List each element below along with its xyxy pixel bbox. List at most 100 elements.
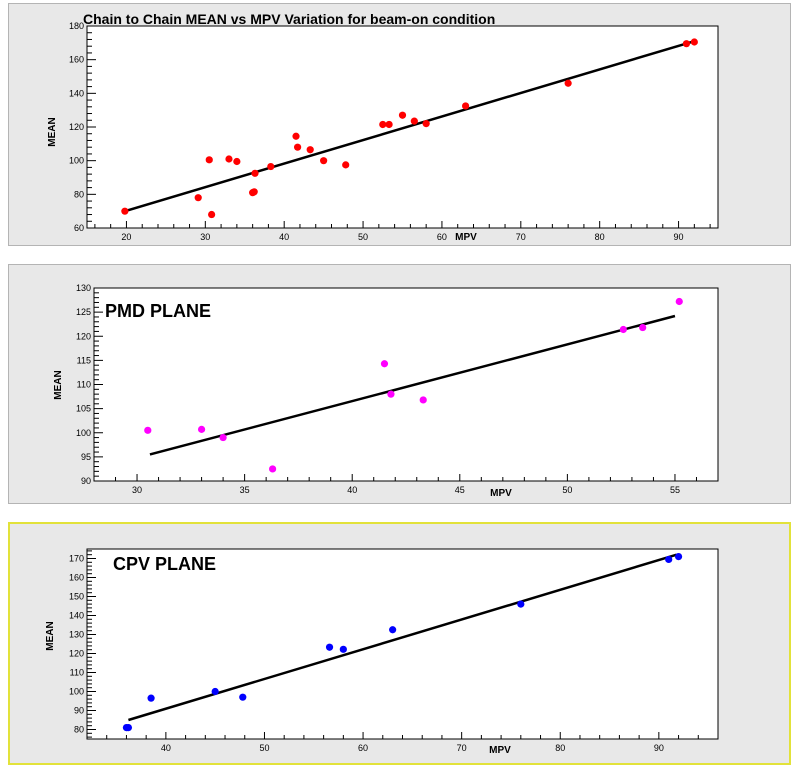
plane-label: CPV PLANE [113, 554, 216, 574]
x-tick-label: 60 [437, 232, 447, 242]
data-point [639, 323, 647, 332]
y-tick-label: 115 [77, 355, 91, 365]
chart-cpv-plane: 40 50 60 70 80 90 80 90 100 110 120 130 140 150 160 170… [45, 548, 719, 756]
y-tick-label: 100 [76, 428, 91, 438]
x-axis-label: MPV [489, 745, 511, 756]
data-point [267, 162, 275, 171]
data-point [517, 600, 525, 608]
y-tick-label: 80 [74, 189, 84, 199]
data-point [219, 433, 227, 442]
fit-line [128, 553, 677, 722]
y-tick-label: 105 [76, 404, 91, 414]
data-point [251, 169, 259, 177]
data-point [194, 194, 202, 202]
x-tick-label: 50 [562, 485, 572, 495]
data-point [292, 132, 300, 140]
x-tick-label: 80 [555, 743, 565, 753]
x-tick-label: 30 [132, 485, 142, 495]
data-point [147, 694, 155, 702]
data-point [398, 111, 407, 119]
y-tick-label: 130 [69, 630, 84, 640]
data-point [422, 120, 430, 128]
data-point [462, 102, 470, 110]
y-tick-label: 160 [69, 573, 84, 583]
data-point [250, 188, 258, 196]
data-point [124, 724, 133, 732]
y-tick-label: 110 [70, 668, 84, 678]
x-tick-label: 40 [161, 743, 171, 753]
data-point [682, 40, 691, 48]
y-tick-label: 100 [69, 687, 84, 697]
data-point [306, 146, 314, 154]
data-point [233, 157, 241, 166]
y-tick-label: 140 [69, 88, 84, 98]
x-axis-label: MPV [455, 232, 477, 243]
plane-label: PMD PLANE [105, 301, 211, 321]
data-point [379, 120, 387, 129]
data-point [690, 38, 698, 46]
y-tick-label: 95 [81, 452, 91, 462]
y-tick-label: 160 [69, 55, 84, 65]
data-point [410, 117, 418, 125]
data-point [389, 626, 397, 634]
data-point [208, 210, 216, 219]
data-point [665, 555, 673, 564]
panel-pmd-plane[interactable]: 30 35 40 45 50 55 90 95 100 105 110 115 120 125 130 MPV… [8, 264, 791, 504]
data-point [225, 155, 233, 163]
data-point [268, 465, 277, 473]
panel-all-chains[interactable]: 20 30 40 50 60 70 80 90 60 80 100 120 140 160 180 MPV ME… [8, 3, 791, 246]
y-tick-label: 80 [74, 725, 84, 735]
fit-line [149, 314, 676, 456]
data-point [674, 553, 683, 561]
plot-frame [93, 287, 719, 482]
y-tick-label: 120 [69, 649, 84, 659]
x-tick-label: 55 [670, 485, 680, 495]
y-tick-label: 100 [69, 156, 84, 166]
data-point [342, 161, 350, 169]
chart-title: Chain to Chain MEAN vs MPV Variation for… [83, 11, 495, 27]
y-tick-label: 180 [69, 21, 84, 31]
x-axis-label: MPV [490, 488, 512, 499]
x-tick-label: 40 [279, 232, 289, 242]
x-tick-label: 90 [654, 743, 664, 753]
y-tick-label: 125 [76, 307, 91, 317]
x-tick-label: 70 [516, 232, 526, 242]
data-point [320, 157, 328, 165]
x-tick-label: 35 [240, 485, 250, 495]
y-axis-label: MEAN [45, 621, 56, 650]
y-tick-label: 60 [74, 223, 84, 233]
x-tick-label: 90 [674, 232, 684, 242]
data-point [419, 396, 427, 404]
data-point [211, 687, 219, 696]
data-point [380, 360, 389, 368]
panel-cpv-plane[interactable]: 40 50 60 70 80 90 80 90 100 110 120 130 140 150 160 170… [8, 522, 791, 765]
x-tick-label: 20 [121, 232, 131, 242]
data-point [325, 643, 334, 651]
data-point [619, 325, 627, 334]
fit-line [124, 39, 695, 213]
data-point [205, 156, 213, 164]
x-tick-label: 45 [455, 485, 465, 495]
y-tick-label: 170 [69, 554, 84, 564]
y-tick-label: 90 [74, 706, 84, 716]
x-tick-label: 50 [358, 232, 368, 242]
data-point [339, 645, 347, 653]
y-tick-label: 90 [81, 476, 91, 486]
x-tick-label: 60 [358, 743, 368, 753]
data-point [385, 120, 393, 129]
chart-pmd-plane: 30 35 40 45 50 55 90 95 100 105 110 115 120 125 130 MPV… [53, 283, 719, 499]
data-point [197, 425, 206, 433]
data-point [239, 693, 247, 701]
y-tick-label: 110 [77, 380, 91, 390]
x-tick-label: 80 [595, 232, 605, 242]
chart-all-chains: 20 30 40 50 60 70 80 90 60 80 100 120 140 160 180 MPV ME… [47, 11, 719, 243]
y-axis-label: MEAN [53, 370, 64, 399]
data-point [675, 297, 683, 306]
data-point [144, 426, 152, 434]
data-point [293, 143, 302, 151]
data-point [387, 390, 395, 398]
y-axis-label: MEAN [47, 117, 58, 146]
y-tick-label: 150 [69, 592, 84, 602]
y-tick-label: 120 [69, 122, 84, 132]
x-tick-label: 30 [200, 232, 210, 242]
